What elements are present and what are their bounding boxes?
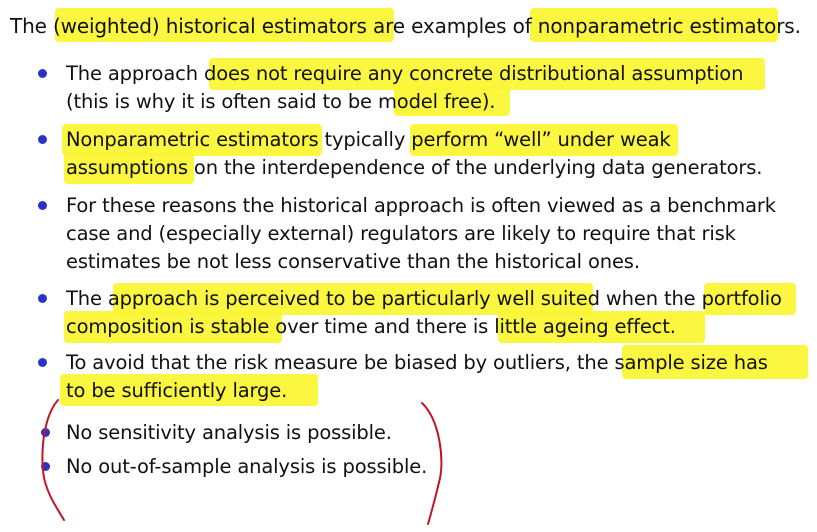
highlight-well-suited [113,283,593,315]
highlight-portfolio [704,283,796,315]
bullet-dot [38,201,47,210]
bullet-5-line-1: To avoid that the risk measure be biased… [66,351,768,374]
highlight-sufficiently-large [60,374,318,406]
highlight-nonparametric-estimators-2 [62,124,322,156]
highlight-nonparametric-estimators [530,8,778,42]
bullet-6-line-1: No sensitivity analysis is possible. [66,421,392,444]
bullet-2-line-1: Nonparametric estimators typically perfo… [66,128,671,151]
intro-sentence: The (weighted) historical estimators are… [10,14,801,38]
bullet-dot [41,462,50,471]
highlight-model-free [394,86,510,116]
highlight-composition-stable [64,311,282,343]
highlight-weighted-historical [55,8,394,42]
highlight-ageing-effect [498,311,705,343]
bullet-1-line-2: (this is why it is often said to be mode… [66,90,496,113]
bullet-3-line-2: case and (especially external) regulator… [66,222,736,245]
bullet-5-line-2: to be sufficiently large. [66,379,288,402]
bullet-dot [41,428,50,437]
bullet-dot [38,69,47,78]
bullet-dot [38,358,47,367]
bullet-4-line-1: The approach is perceived to be particul… [66,287,782,310]
bullet-2-line-2: assumptions on the interdependence of th… [66,156,763,179]
bullet-7-line-1: No out-of-sample analysis is possible. [66,455,428,478]
bullet-3-line-1: For these reasons the historical approac… [66,194,776,217]
highlight-sample-size [622,345,808,379]
highlight-perform-well [410,124,678,156]
ink-left-parenthesis [41,399,65,521]
bullet-3-line-3: estimates be not less conservative than … [66,250,640,273]
bullet-4-line-2: composition is stable over time and ther… [66,315,676,338]
bullet-dot [38,294,47,303]
highlight-no-distributional-assumption [209,58,765,90]
bullet-dot [38,135,47,144]
highlight-assumptions [64,152,194,184]
bullet-1-line-1: The approach does not require any concre… [66,62,744,85]
